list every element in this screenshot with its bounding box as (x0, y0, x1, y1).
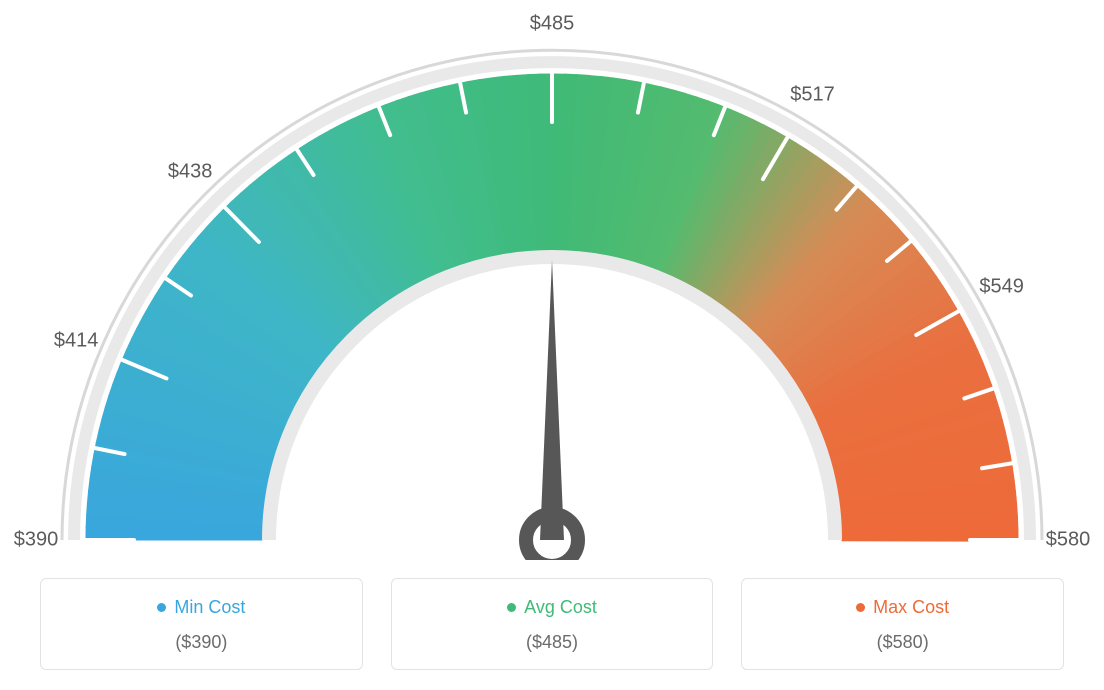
gauge-tick-label: $549 (979, 275, 1024, 298)
legend-value-min: ($390) (51, 632, 352, 653)
cost-gauge-container: $390 $414 $438 $485 $517 $549 $580 Min Cost ($… (0, 0, 1104, 690)
gauge-tick-label: $580 (1046, 529, 1091, 552)
gauge-tick-label: $390 (14, 529, 59, 552)
gauge-chart: $390 $414 $438 $485 $517 $549 $580 (0, 0, 1104, 560)
gauge-tick-label: $485 (530, 13, 575, 36)
legend-card-max: Max Cost ($580) (741, 578, 1064, 670)
legend-dot-avg (507, 603, 516, 612)
gauge-tick-label: $438 (168, 161, 213, 184)
gauge-tick-label: $414 (54, 329, 99, 352)
legend-value-max: ($580) (752, 632, 1053, 653)
legend-value-avg: ($485) (402, 632, 703, 653)
legend-dot-min (157, 603, 166, 612)
legend-label-min: Min Cost (174, 597, 245, 618)
legend-card-avg: Avg Cost ($485) (391, 578, 714, 670)
legend-label-max: Max Cost (873, 597, 949, 618)
legend-dot-max (856, 603, 865, 612)
gauge-tick-label: $517 (790, 83, 835, 106)
legend-row: Min Cost ($390) Avg Cost ($485) Max Cost… (40, 578, 1064, 670)
legend-card-min: Min Cost ($390) (40, 578, 363, 670)
legend-label-avg: Avg Cost (524, 597, 597, 618)
